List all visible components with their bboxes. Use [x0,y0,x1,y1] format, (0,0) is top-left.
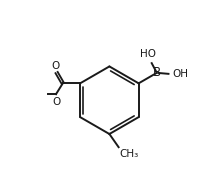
Text: B: B [153,66,161,79]
Text: O: O [52,97,61,107]
Text: OH: OH [172,69,188,79]
Text: HO: HO [140,49,156,59]
Text: CH₃: CH₃ [119,149,139,159]
Text: O: O [52,61,60,71]
